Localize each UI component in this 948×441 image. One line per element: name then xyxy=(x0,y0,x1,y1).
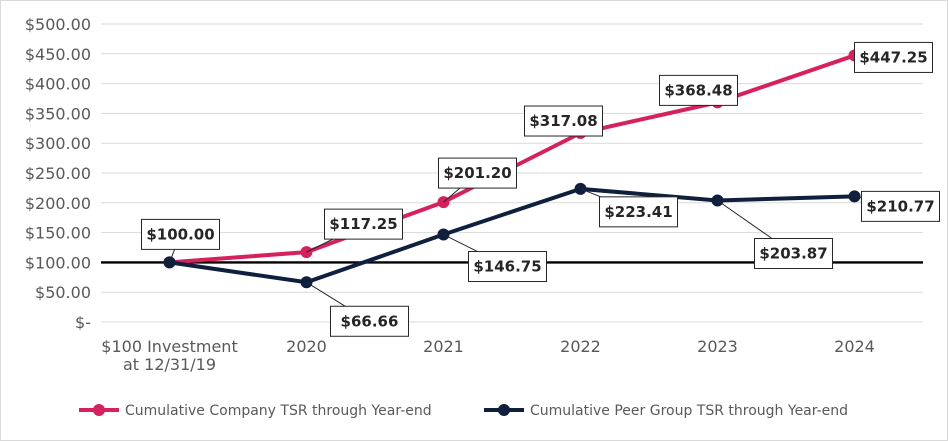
data-label-leader xyxy=(306,281,346,307)
legend-swatch-marker xyxy=(498,404,510,416)
y-tick-label: $- xyxy=(75,313,91,332)
x-category-label: 2020 xyxy=(286,337,327,356)
y-tick-label: $300.00 xyxy=(25,134,91,153)
data-label: $66.66 xyxy=(341,312,399,330)
data-label-box xyxy=(854,41,933,73)
x-category-label: 2024 xyxy=(834,337,875,356)
data-label-box xyxy=(468,251,547,283)
data-label-leader xyxy=(169,249,176,263)
data-labels: $117.25 $201.20 $317.08 $368.48 $447.25 $100.… xyxy=(141,41,940,337)
data-label-box xyxy=(754,237,833,269)
data-label: $223.41 xyxy=(604,203,672,221)
y-tick-label: $250.00 xyxy=(25,164,91,183)
data-label: $201.20 xyxy=(443,164,511,182)
y-tick-label: $150.00 xyxy=(25,224,91,243)
y-tick-label: $50.00 xyxy=(35,283,91,302)
y-axis-tick-labels: $- $50.00 $100.00 $150.00 $200.00 $250.00 $300… xyxy=(25,15,91,332)
data-label-leader xyxy=(580,188,601,198)
y-tick-label: $200.00 xyxy=(25,194,91,213)
data-label-box xyxy=(524,105,603,137)
data-label-box xyxy=(438,157,517,189)
data-label-box xyxy=(861,190,940,222)
data-label-leader xyxy=(717,200,773,239)
legend-label: Cumulative Peer Group TSR through Year-e… xyxy=(530,403,848,419)
y-tick-label: $350.00 xyxy=(25,104,91,123)
data-label: $203.87 xyxy=(759,244,827,262)
legend-label: Cumulative Company TSR through Year-end xyxy=(125,403,432,419)
data-label: $100.00 xyxy=(146,225,214,243)
legend-swatch-marker xyxy=(93,404,105,416)
data-label-box xyxy=(324,208,403,240)
data-label: $146.75 xyxy=(473,258,541,276)
x-category-label: 2021 xyxy=(423,337,464,356)
legend: Cumulative Company TSR through Year-end C… xyxy=(79,403,848,419)
y-tick-label: $100.00 xyxy=(25,253,91,272)
x-category-label: 2023 xyxy=(697,337,738,356)
y-tick-label: $400.00 xyxy=(25,75,91,94)
y-tick-label: $500.00 xyxy=(25,15,91,34)
data-label-leader xyxy=(306,238,334,253)
data-label-leader xyxy=(443,234,478,252)
data-label-leader xyxy=(443,187,461,203)
data-label: $317.08 xyxy=(529,112,597,130)
series-line-2 xyxy=(167,186,857,285)
data-label: $210.77 xyxy=(866,197,934,215)
data-label-leader xyxy=(854,195,862,199)
data-label: $447.25 xyxy=(859,48,927,66)
x-category-label: $100 Investment at 12/31/19 xyxy=(101,337,237,374)
data-label-box xyxy=(330,305,409,337)
data-label: $117.25 xyxy=(329,215,397,233)
data-label-box xyxy=(599,196,678,228)
x-axis-category-labels: $100 Investment at 12/31/19 2020 2021 2022 20… xyxy=(101,337,875,374)
data-label-box xyxy=(141,218,220,250)
x-category-label: 2022 xyxy=(560,337,601,356)
data-point xyxy=(300,246,313,259)
y-tick-label: $450.00 xyxy=(25,45,91,64)
data-label-box xyxy=(659,74,738,106)
data-label: $368.48 xyxy=(664,81,732,99)
